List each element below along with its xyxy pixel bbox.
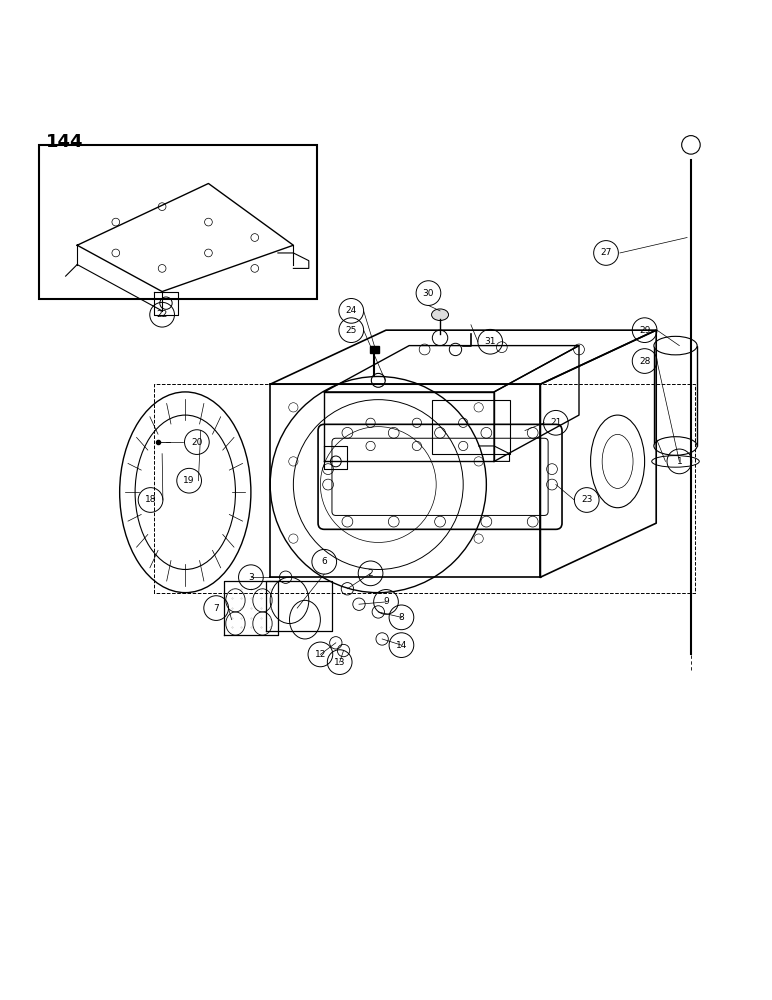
Bar <box>654 346 697 446</box>
Text: 30: 30 <box>423 289 434 298</box>
Text: 1: 1 <box>676 457 682 466</box>
Text: 22: 22 <box>157 310 168 319</box>
Text: 24: 24 <box>346 306 357 315</box>
Bar <box>432 400 510 454</box>
Text: 144: 144 <box>46 133 84 151</box>
Text: 21: 21 <box>550 418 561 427</box>
Ellipse shape <box>432 309 449 321</box>
Text: 3: 3 <box>248 573 254 582</box>
Ellipse shape <box>654 336 697 355</box>
Text: 20: 20 <box>191 438 202 447</box>
Text: 2: 2 <box>367 569 374 578</box>
Bar <box>39 145 317 299</box>
Text: 28: 28 <box>639 357 650 366</box>
Ellipse shape <box>654 437 697 455</box>
Text: 27: 27 <box>601 248 611 257</box>
Text: 25: 25 <box>346 326 357 335</box>
Text: 6: 6 <box>321 557 327 566</box>
Bar <box>370 346 379 353</box>
Text: 7: 7 <box>213 604 219 613</box>
Text: 18: 18 <box>145 495 156 504</box>
Text: 14: 14 <box>396 641 407 650</box>
Text: 8: 8 <box>398 613 405 622</box>
Text: 13: 13 <box>334 658 345 667</box>
Text: 19: 19 <box>184 476 195 485</box>
Text: 23: 23 <box>581 495 592 504</box>
Text: 29: 29 <box>639 326 650 335</box>
Text: 9: 9 <box>383 597 389 606</box>
Text: 12: 12 <box>315 650 326 659</box>
Text: 31: 31 <box>485 337 496 346</box>
